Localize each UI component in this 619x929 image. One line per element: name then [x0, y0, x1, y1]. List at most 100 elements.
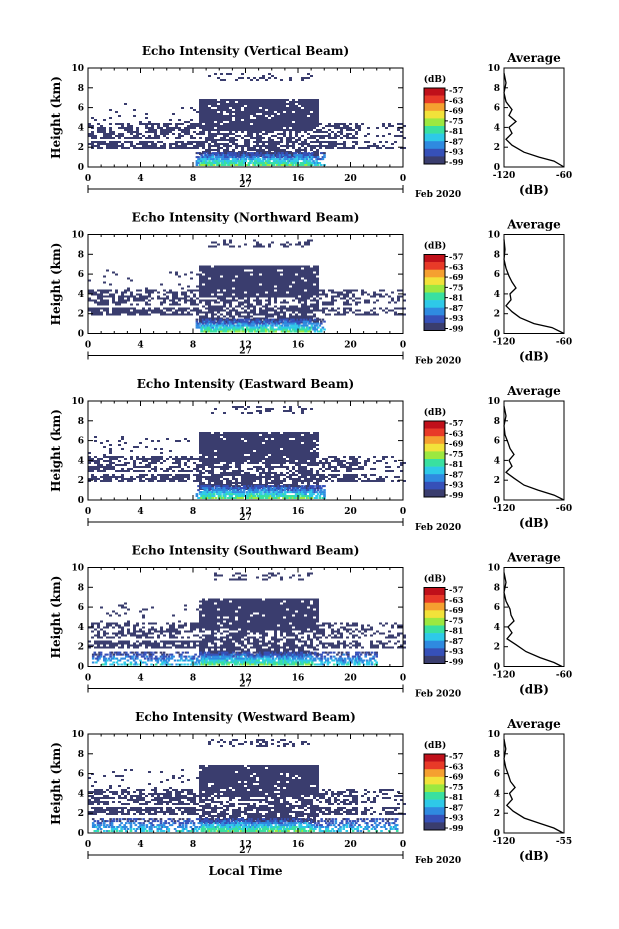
- echo-cell: [205, 478, 208, 480]
- echo-cell: [133, 109, 136, 111]
- echo-cell: [223, 301, 226, 304]
- echo-cell: [133, 135, 136, 137]
- echo-cell: [295, 151, 298, 153]
- echo-cell: [262, 472, 265, 474]
- echo-cell: [274, 478, 277, 480]
- echo-cell: [193, 127, 196, 129]
- echo-cell: [244, 476, 247, 478]
- echo-cell: [246, 318, 249, 321]
- date-day: 27: [239, 180, 252, 190]
- echo-cell: [244, 141, 247, 143]
- y-axis-label: Height (km): [49, 243, 63, 326]
- echo-cell: [268, 139, 271, 141]
- echo-cell: [193, 309, 196, 312]
- echo-cell: [358, 297, 361, 300]
- echo-cell: [217, 158, 221, 161]
- echo-cell: [316, 164, 320, 166]
- echo-cell: [211, 309, 214, 312]
- echo-cell: [217, 115, 220, 117]
- echo-cell: [271, 277, 274, 280]
- echo-cell: [268, 269, 271, 272]
- echo-cell: [292, 119, 295, 121]
- echo-cell: [178, 123, 181, 125]
- echo-cell: [124, 470, 127, 472]
- echo-cell: [172, 299, 175, 302]
- echo-cell: [208, 480, 211, 482]
- echo-cell: [216, 154, 219, 157]
- echo-cell: [181, 458, 184, 460]
- echo-cell: [346, 147, 349, 149]
- echo-cell: [199, 460, 202, 462]
- echo-cell: [331, 295, 334, 298]
- echo-cell: [265, 462, 268, 464]
- echo-cell: [337, 311, 340, 314]
- echo-cell: [190, 309, 193, 312]
- echo-cell: [214, 448, 217, 450]
- colorbar-frame: [423, 87, 446, 165]
- echo-cell: [310, 303, 313, 306]
- echo-cell: [214, 293, 217, 296]
- echo-cell: [238, 271, 241, 274]
- echo-cell: [202, 275, 205, 278]
- echo-cell: [277, 326, 281, 329]
- echo-cell: [229, 241, 232, 244]
- echo-cell: [246, 324, 249, 327]
- echo-cell: [334, 133, 337, 135]
- echo-cell: [220, 472, 223, 474]
- echo-cell: [271, 267, 274, 270]
- echo-cell: [148, 299, 151, 302]
- echo-cell: [211, 137, 214, 139]
- echo-cell: [160, 141, 163, 143]
- echo-cell: [241, 160, 244, 163]
- y-tick-label: 8: [78, 250, 84, 260]
- echo-cell: [223, 239, 226, 242]
- echo-cell: [298, 328, 301, 331]
- echo-cell: [289, 113, 292, 115]
- echo-cell: [205, 484, 208, 486]
- echo-cell: [316, 156, 320, 159]
- echo-cell: [214, 458, 217, 460]
- echo-cell: [208, 442, 211, 444]
- echo-cell: [241, 315, 244, 318]
- echo-cell: [250, 103, 253, 105]
- echo-cell: [256, 299, 259, 302]
- echo-cell: [323, 156, 326, 159]
- echo-cell: [139, 123, 142, 125]
- echo-cell: [224, 320, 227, 323]
- echo-cell: [340, 129, 343, 131]
- echo-cell: [255, 318, 259, 321]
- echo-cell: [217, 438, 220, 440]
- echo-cell: [175, 291, 178, 294]
- echo-cell: [238, 464, 241, 466]
- echo-cell: [355, 309, 358, 312]
- echo-cell: [130, 468, 133, 470]
- echo-cell: [184, 293, 187, 296]
- echo-cell: [292, 147, 295, 149]
- echo-cell: [175, 271, 178, 274]
- echo-cell: [293, 320, 296, 323]
- echo-cell: [262, 283, 265, 286]
- echo-cell: [100, 313, 103, 316]
- echo-cell: [222, 320, 225, 323]
- echo-cell: [293, 152, 296, 155]
- echo-cell: [91, 460, 94, 462]
- echo-cell: [232, 317, 235, 320]
- echo-cell: [264, 160, 268, 163]
- echo-cell: [223, 436, 226, 438]
- echo-cell: [229, 285, 232, 288]
- echo-cell: [253, 125, 256, 127]
- echo-cell: [235, 119, 238, 121]
- echo-cell: [313, 307, 316, 310]
- echo-cell: [286, 307, 289, 310]
- echo-cell: [201, 324, 205, 327]
- echo-cell: [298, 315, 301, 318]
- echo-cell: [298, 269, 301, 272]
- echo-cell: [233, 156, 236, 159]
- echo-cell: [148, 303, 151, 306]
- echo-cell: [309, 318, 312, 321]
- echo-cell: [295, 105, 298, 107]
- echo-cell: [203, 152, 207, 155]
- echo-cell: [274, 287, 277, 290]
- echo-cell: [239, 152, 243, 155]
- echo-cell: [199, 474, 202, 476]
